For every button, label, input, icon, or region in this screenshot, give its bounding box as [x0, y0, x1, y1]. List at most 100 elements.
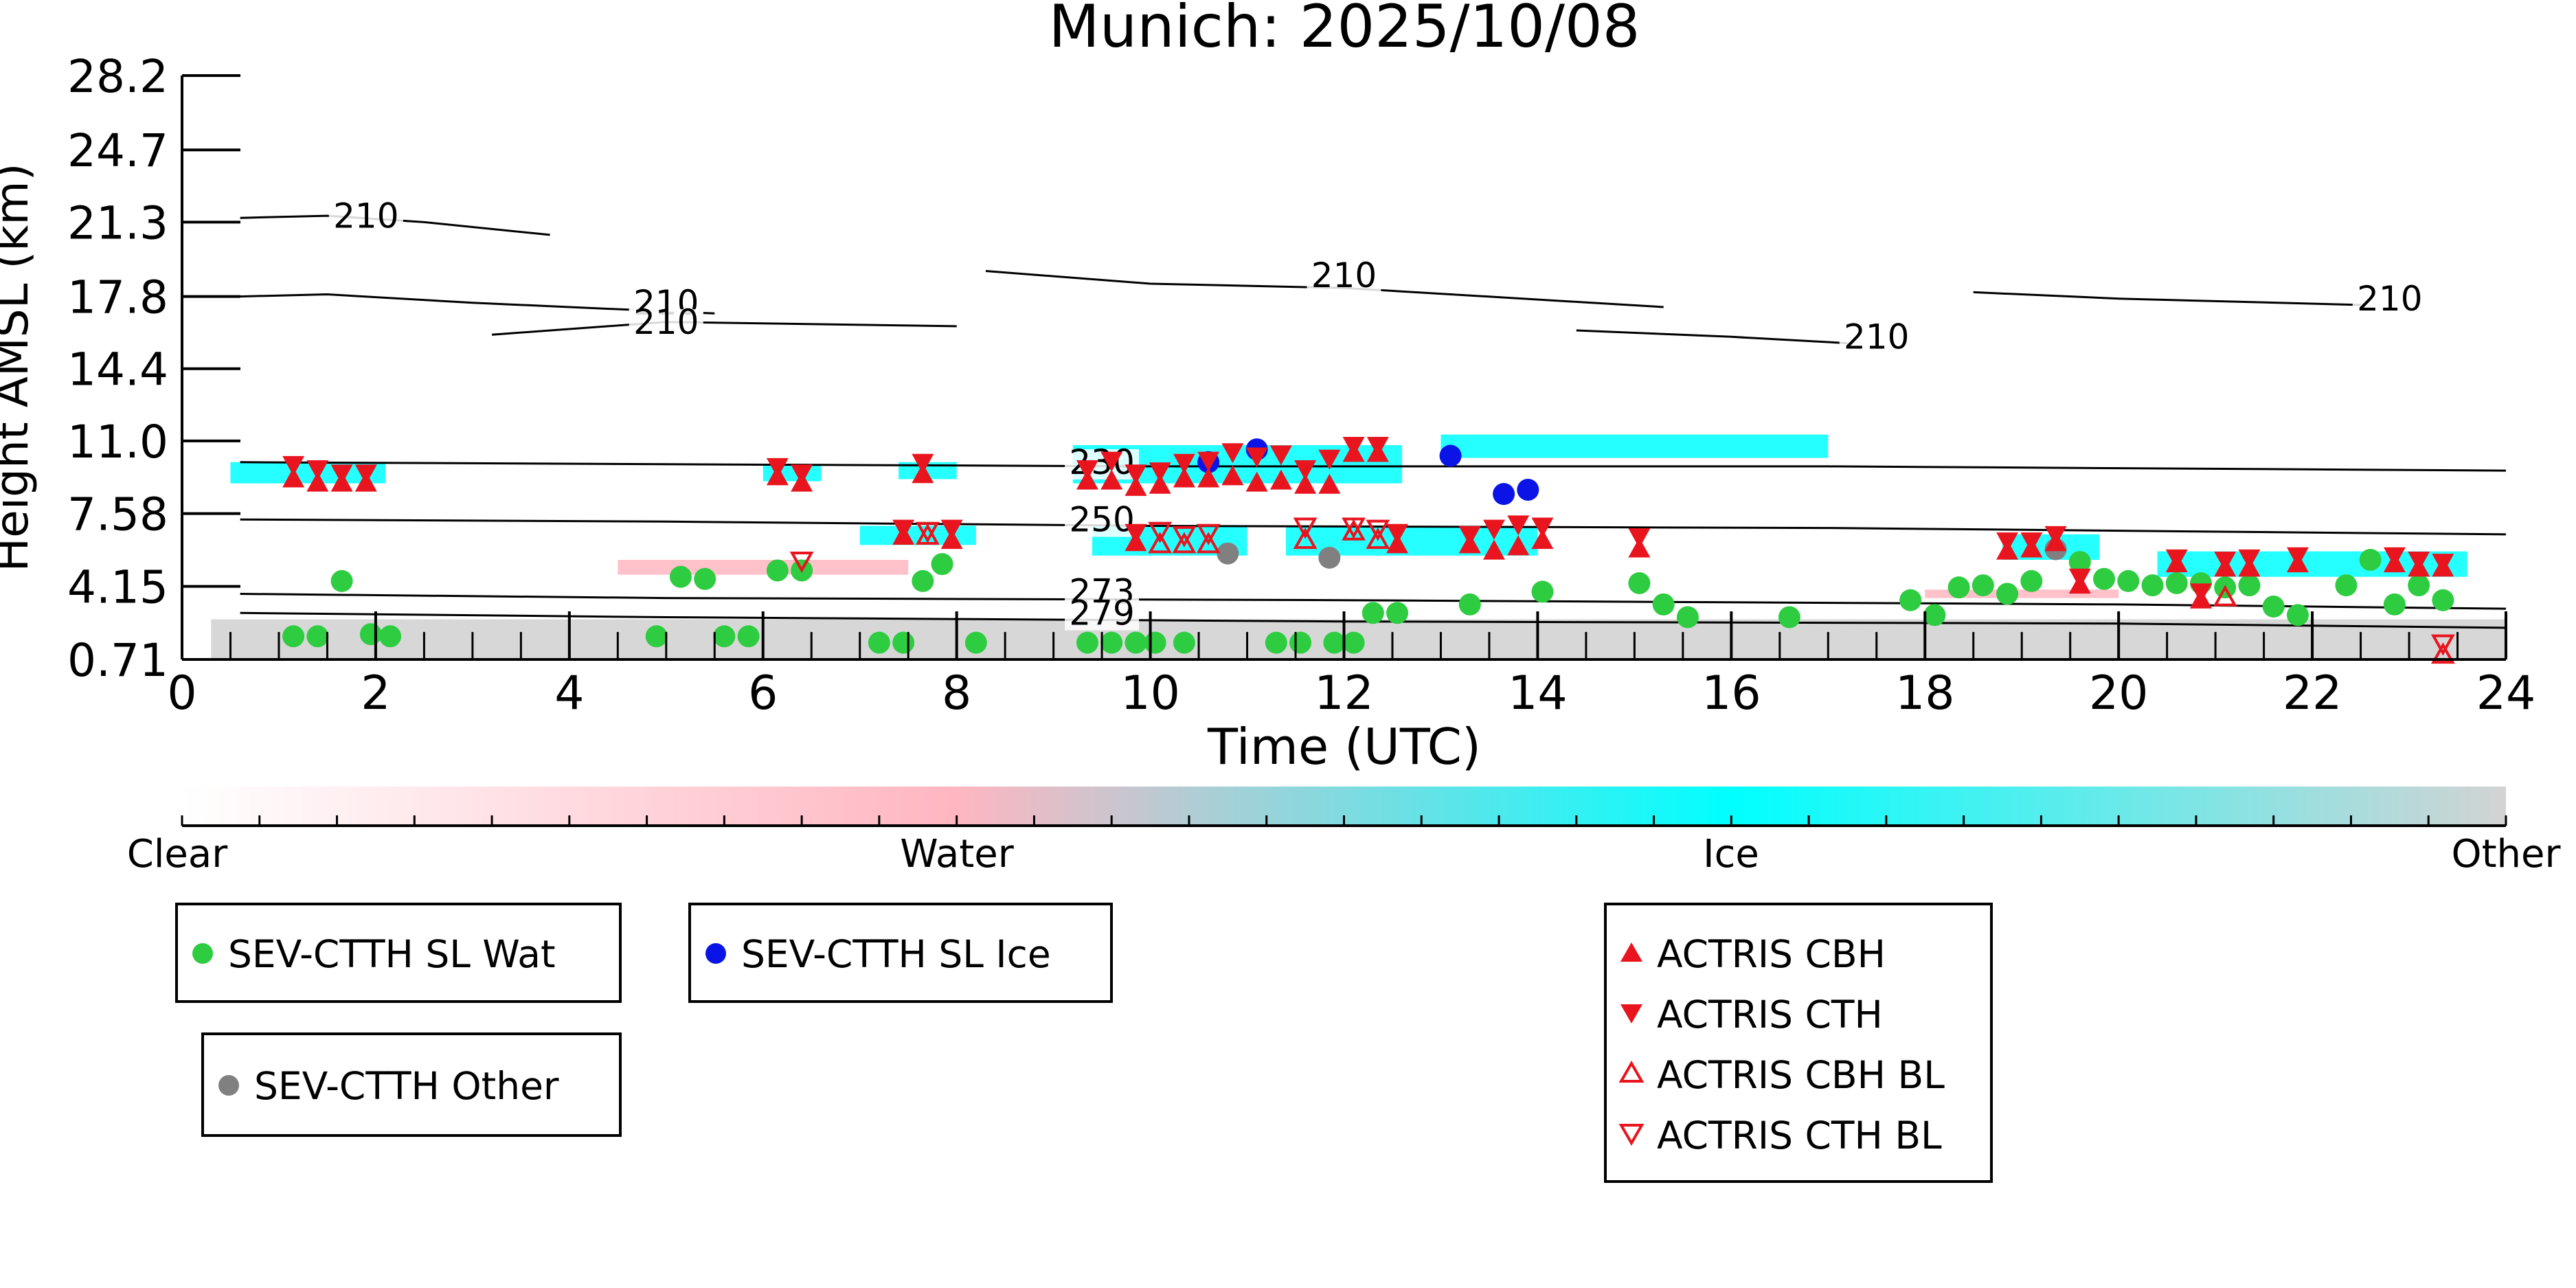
marker-actris-cth-bl [2430, 634, 2455, 656]
marker-actris-cth [1245, 447, 1268, 468]
marker-sev-ctth-sl-ice [1493, 483, 1515, 506]
x-axis-label: Time (UTC) [1207, 718, 1481, 776]
marker-actris-cth [1628, 528, 1651, 548]
contour-line [240, 293, 715, 315]
marker-actris-cth-bl [1196, 523, 1221, 545]
data-markers [282, 437, 2455, 664]
marker-actris-cth [766, 457, 789, 478]
marker-actris-cth [2383, 547, 2406, 567]
marker-sev-ctth-sl-wat [1971, 574, 1994, 597]
marker-sev-ctth-sl-wat [1386, 602, 1409, 624]
marker-sev-ctth-sl-wat [2286, 604, 2309, 626]
marker-sev-ctth-sl-ice [1517, 478, 1539, 501]
marker-actris-cbh-bl [1342, 519, 1366, 541]
marker-sev-ctth-sl-wat [2093, 567, 2116, 590]
legend-box [201, 1032, 622, 1137]
marker-actris-cbh-bl [915, 523, 940, 545]
marker-sev-ctth-sl-wat [2141, 574, 2164, 597]
marker-actris-cbh [1318, 473, 1341, 494]
colorbar-label-ice: Ice [1703, 832, 1759, 877]
marker-actris-cth [1269, 445, 1292, 466]
colorbar-ticks [181, 815, 2507, 826]
marker-actris-cth [354, 464, 377, 485]
y-tick-label: 4.15 [67, 561, 168, 614]
marker-actris-cth [1507, 515, 1530, 536]
marker-actris-cbh [1269, 469, 1292, 490]
marker-actris-cbh [282, 467, 305, 488]
y-tick-label: 14.4 [67, 343, 168, 396]
contour-label-bg [1065, 506, 1140, 537]
legend-marker-other [218, 1075, 239, 1096]
marker-sev-ctth-sl-wat [1923, 604, 1946, 626]
contour-label: 210 [633, 302, 699, 342]
marker-sev-ctth-sl-wat [2335, 574, 2358, 597]
marker-sev-ctth-sl-wat [964, 631, 987, 654]
y-tick-label: 11.0 [67, 416, 168, 468]
legend-sev-other: SEV-CTTH Other [201, 1032, 622, 1137]
marker-sev-ctth-sl-wat [931, 553, 953, 576]
chart-title: Munich: 2025/10/08 [1049, 0, 1640, 61]
marker-sev-ctth-sl-wat [669, 565, 692, 588]
marker-sev-ctth-sl-wat [1076, 631, 1098, 654]
legend-entry-ice: SEV-CTTH SL Ice [741, 932, 1051, 976]
legend-entry-cth-bl: ACTRIS CTH BL [1657, 1114, 1942, 1157]
y-tick-label: 7.58 [67, 488, 168, 541]
y-axis-label: Height AMSL (km) [0, 163, 38, 572]
legend-box [1604, 903, 1993, 1183]
marker-sev-ctth-sl-wat [379, 625, 402, 648]
marker-actris-cth [1149, 462, 1171, 483]
marker-sev-ctth-sl-wat [1125, 631, 1147, 654]
legend-box [688, 903, 1113, 1003]
marker-actris-cth [1386, 523, 1409, 544]
x-tick-label: 18 [1895, 666, 1955, 721]
marker-actris-cbh [1245, 471, 1268, 492]
marker-sev-ctth-sl-wat [1362, 602, 1384, 624]
marker-actris-cth [1366, 437, 1389, 457]
colorbar: Clear Water Ice Other [127, 787, 2561, 877]
axis-ticks: 0 2 4 6 8 10 12 14 16 18 20 22 240.714.157.5811.014.… [67, 50, 2535, 721]
marker-sev-ctth-sl-wat [1144, 631, 1166, 654]
marker-actris-cth [2408, 551, 2430, 572]
marker-sev-ctth-sl-wat [2020, 569, 2043, 592]
marker-actris-cth [2432, 554, 2454, 574]
marker-actris-cbh-bl [1293, 528, 1318, 550]
marker-sev-ctth-sl-wat [737, 625, 760, 648]
contour-line [1576, 329, 1848, 345]
legend-marker-cbh-bl [1618, 1060, 1645, 1083]
y-tick-label: 24.7 [67, 124, 168, 177]
marker-sev-ctth-sl-wat [1628, 572, 1651, 594]
legend-marker-cbh [1620, 942, 1642, 962]
marker-sev-ctth-sl-wat [306, 625, 329, 648]
x-tick-label: 24 [2476, 666, 2536, 721]
marker-sev-ctth-sl-wat [694, 567, 716, 590]
contour-line [240, 461, 2506, 472]
marker-sev-ctth-sl-wat [2432, 589, 2454, 611]
contour-line [240, 593, 2506, 610]
marker-actris-cth [2214, 551, 2237, 572]
marker-sev-ctth-sl-wat [1458, 593, 1481, 615]
marker-sev-ctth-sl-wat [2068, 551, 2091, 574]
contour-label: 210 [1311, 256, 1377, 295]
colorbar-label-other: Other [2451, 832, 2561, 877]
marker-sev-ctth-sl-wat [1899, 589, 1922, 611]
marker-sev-ctth-sl-wat [2117, 569, 2140, 592]
marker-actris-cth [1100, 451, 1123, 472]
marker-actris-cth [1531, 517, 1554, 538]
contour-label-bg [1307, 262, 1381, 293]
x-tick-label: 22 [2283, 666, 2342, 721]
legend-sev-wat: SEV-CTTH SL Wat [175, 903, 622, 1003]
marker-actris-cbh-bl [2213, 585, 2237, 607]
legend-marker-cth-bl [1618, 1124, 1645, 1146]
marker-actris-cth [2044, 526, 2067, 546]
marker-sev-ctth-sl-wat [2408, 574, 2430, 597]
cloud-band-ice [1440, 434, 1829, 458]
marker-actris-cth [2189, 583, 2212, 604]
marker-actris-cth [2286, 547, 2309, 567]
y-tick-label: 17.8 [67, 271, 168, 324]
marker-actris-cth [2238, 549, 2261, 569]
contour-line [491, 321, 957, 336]
marker-actris-cth [912, 453, 934, 474]
contour-line [1973, 291, 2361, 306]
marker-actris-cbh-bl [1196, 532, 1221, 554]
